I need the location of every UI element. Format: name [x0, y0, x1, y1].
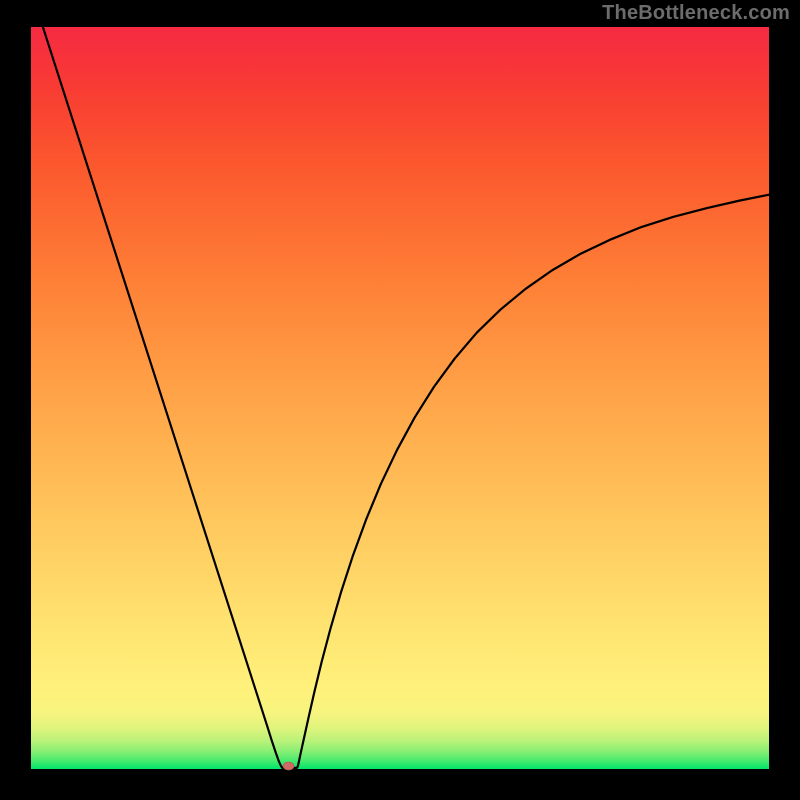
plot-background	[31, 27, 769, 769]
watermark-text: TheBottleneck.com	[602, 2, 790, 25]
optimal-point-marker	[283, 762, 294, 770]
bottleneck-chart	[0, 0, 800, 800]
